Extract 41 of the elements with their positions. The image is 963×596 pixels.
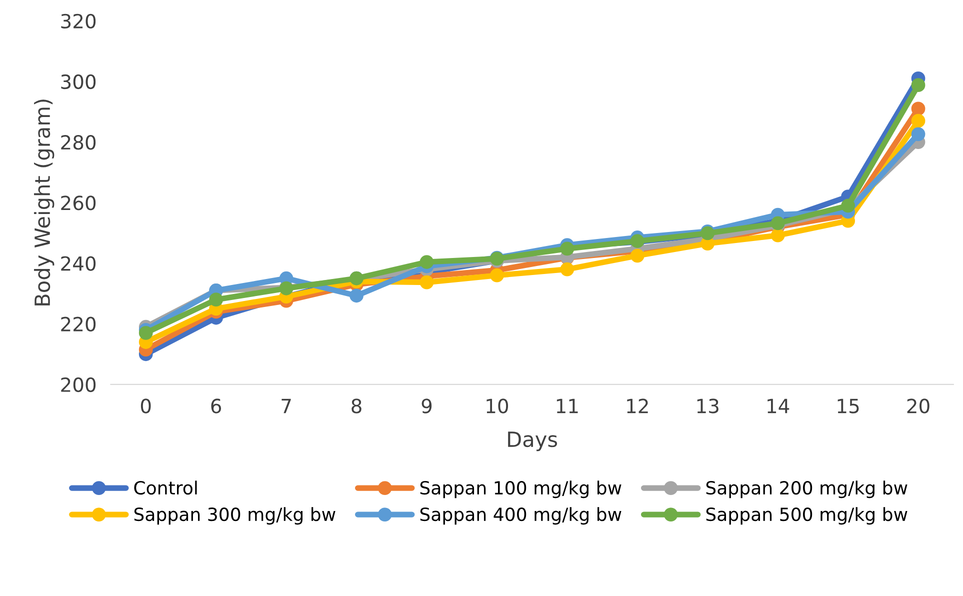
y-tick-label: 300: [61, 74, 96, 90]
x-tick-label: 15: [838, 398, 859, 414]
point: [138, 326, 153, 340]
point: [911, 114, 926, 128]
legend-label: Control: [134, 480, 197, 495]
point: [560, 262, 574, 276]
y-axis-title: Body Weight (gram): [34, 100, 54, 306]
y-tick-label: 280: [61, 135, 96, 150]
x-tick-label: 11: [556, 398, 578, 414]
x-axis-title: Days: [508, 432, 558, 452]
y-tick-label: 240: [61, 256, 96, 271]
x-tick-label: 0: [140, 398, 151, 414]
point: [911, 102, 926, 116]
legend-label: Sappan 200 mg/kg bw: [706, 480, 908, 498]
x-tick-label: 7: [282, 398, 291, 414]
x-tick-label: 9: [422, 398, 432, 414]
y-tick-label: 260: [61, 196, 96, 210]
x-tick-label: 12: [627, 398, 648, 414]
point: [420, 255, 434, 269]
legend-label: Sappan 400 mg/kg bw: [420, 507, 622, 525]
point: [911, 78, 926, 92]
x-tick-label: 6: [211, 398, 222, 414]
legend-label: Sappan 100 mg/kg bw: [420, 480, 622, 498]
x-tick-label: 8: [352, 398, 362, 414]
point: [630, 248, 644, 263]
x-tick-label: 20: [907, 398, 930, 414]
y-tick-label: 220: [61, 316, 96, 332]
point: [350, 288, 364, 303]
y-tick-label: 200: [61, 377, 96, 392]
point: [420, 275, 434, 290]
point: [209, 292, 224, 307]
point: [490, 268, 504, 282]
x-tick-label: 13: [697, 398, 718, 414]
point: [841, 198, 855, 213]
legend-label: Sappan 500 mg/kg bw: [706, 507, 908, 525]
point: [770, 228, 785, 242]
x-tick-label: 10: [486, 398, 508, 414]
x-tick-label: 14: [768, 398, 790, 414]
y-tick-label: 320: [61, 14, 96, 29]
point: [911, 127, 926, 142]
legend-label: Sappan 300 mg/kg bw: [134, 507, 336, 525]
